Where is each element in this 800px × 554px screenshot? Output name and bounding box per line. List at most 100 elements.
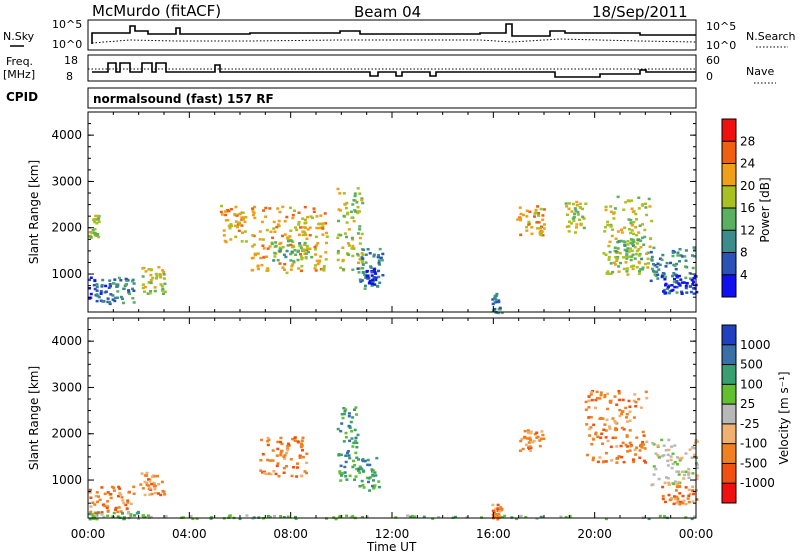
nsearch-label: N.Search [746, 30, 796, 43]
scatter-patch [270, 239, 314, 263]
x-tick-label: 20:00 [577, 527, 612, 541]
nave-label: Nave [746, 65, 774, 78]
velocity-plot-area [88, 318, 696, 518]
colorbar-swatch [722, 423, 736, 445]
colorbar-tick-label: 8 [740, 246, 748, 260]
x-tick-label: 04:00 [172, 527, 207, 541]
beam-title: Beam 04 [354, 3, 421, 21]
colorbar-swatch [722, 443, 736, 464]
scatter-patch [357, 456, 381, 492]
colorbar-swatch [722, 230, 736, 253]
scatter-patch [336, 187, 365, 272]
velocity-colorbar: 1000 500 100 25 -25 -100 -500 -1000 [721, 324, 775, 504]
freq-panel: Freq. [MHz] 18 8 Nave 60 0 [3, 54, 776, 84]
freq-label: Freq. [6, 55, 33, 68]
colorbar-tick-label: -100 [740, 437, 767, 451]
scatter-patch [141, 266, 167, 295]
colorbar-tick-label: 25 [740, 397, 755, 411]
scatter-patch [650, 438, 699, 487]
scatter-patch [336, 406, 360, 482]
colorbar-swatch [722, 364, 736, 385]
y-tick-label: 2000 [51, 427, 82, 441]
colorbar-swatch [722, 141, 736, 164]
colorbar-swatch [722, 119, 736, 142]
nave-tick-bottom: 0 [706, 70, 713, 83]
x-tick-label: 16:00 [476, 527, 511, 541]
colorbar-swatch [722, 163, 736, 187]
freq-line [92, 62, 696, 78]
colorbar-tick-label: -25 [740, 417, 760, 431]
velocity-cbar-label: Velocity [m s⁻¹] [777, 371, 791, 464]
colorbar-tick-label: 28 [740, 134, 755, 148]
y-tick-label: 4000 [51, 334, 82, 348]
nsearch-tick-bottom: 10^0 [706, 39, 736, 52]
station-title: McMurdo (fitACF) [92, 2, 221, 20]
colorbar-swatch [722, 185, 736, 209]
scatter-patch [139, 471, 167, 497]
freq-unit: [MHz] [3, 68, 35, 81]
velocity-y-ticks: 1000 2000 3000 4000 [51, 329, 696, 504]
time-axis-label: Time UT [366, 540, 417, 554]
scatter-patch [584, 389, 649, 464]
nsky-panel: N.Sky 10^5 10^0 N.Search 10^5 10^0 [3, 18, 796, 52]
cpid-label: CPID [6, 90, 38, 104]
x-tick-label: 00:00 [71, 527, 106, 541]
velocity-panel: 1000 2000 3000 4000 Slant Range [km] 1000 50… [27, 317, 791, 521]
colorbar-tick-label: 100 [740, 377, 763, 391]
cpid-text: normalsound (fast) 157 RF [93, 92, 274, 106]
power-ylabel: Slant Range [km] [27, 160, 41, 264]
colorbar-tick-label: 500 [740, 358, 763, 372]
y-tick-label: 1000 [51, 473, 82, 487]
colorbar-swatch [722, 384, 736, 405]
nsearch-tick-top: 10^5 [706, 20, 736, 33]
power-y-ticks: 1000 2000 3000 4000 [51, 123, 696, 298]
nsky-line [91, 23, 696, 44]
y-tick-label: 3000 [51, 380, 82, 394]
scatter-patch [88, 214, 101, 239]
power-colorbar: 4 8 12 16 20 24 28 [721, 118, 755, 298]
colorbar-swatch [722, 483, 736, 504]
x-tick-label: 08:00 [273, 527, 308, 541]
power-panel: 1000 2000 3000 4000 Slant Range [km] 4 8 12 16… [27, 111, 772, 315]
colorbar-tick-label: 12 [740, 223, 755, 237]
nsearch-line [91, 38, 697, 44]
colorbar-swatch [722, 325, 736, 346]
scatter-patch [661, 484, 699, 506]
colorbar-tick-label: 4 [740, 268, 748, 282]
scatter-patch [564, 200, 588, 234]
velocity-data-layer [88, 389, 699, 521]
colorbar-tick-label: -500 [740, 456, 767, 470]
colorbar-tick-label: 16 [740, 201, 755, 215]
scatter-patch [88, 485, 136, 515]
velocity-ylabel: Slant Range [km] [27, 366, 41, 470]
time-axis: 00:00 04:00 08:00 12:00 16:00 20:00 00:00 [71, 112, 714, 541]
colorbar-tick-label: 20 [740, 179, 755, 193]
power-data-layer [88, 187, 699, 315]
nave-tick-top: 60 [706, 54, 720, 67]
nsky-label: N.Sky [3, 30, 35, 43]
colorbar-swatch [722, 404, 736, 425]
colorbar-tick-label: -1000 [740, 476, 775, 490]
scatter-patch [219, 204, 248, 244]
colorbar-swatch [722, 463, 736, 484]
scatter-patch [111, 276, 136, 305]
date-title: 18/Sep/2011 [592, 3, 688, 21]
scatter-patch [88, 276, 113, 306]
x-tick-label: 12:00 [375, 527, 410, 541]
x-tick-label: 00:00 [679, 527, 714, 541]
nsky-tick-bottom: 10^0 [52, 38, 82, 51]
scatter-patch [365, 268, 378, 286]
colorbar-tick-label: 1000 [740, 338, 771, 352]
power-cbar-label: Power [dB] [758, 177, 772, 242]
colorbar-tick-label: 24 [740, 157, 755, 171]
nsky-tick-top: 10^5 [52, 18, 82, 31]
freq-tick-top: 18 [64, 54, 78, 67]
scatter-patch [518, 429, 546, 452]
scatter-patch [613, 238, 644, 262]
colorbar-swatch [722, 208, 736, 231]
freq-tick-bottom: 8 [66, 70, 73, 83]
colorbar-swatch [722, 344, 736, 366]
y-tick-label: 1000 [51, 267, 82, 281]
y-tick-label: 3000 [51, 174, 82, 188]
